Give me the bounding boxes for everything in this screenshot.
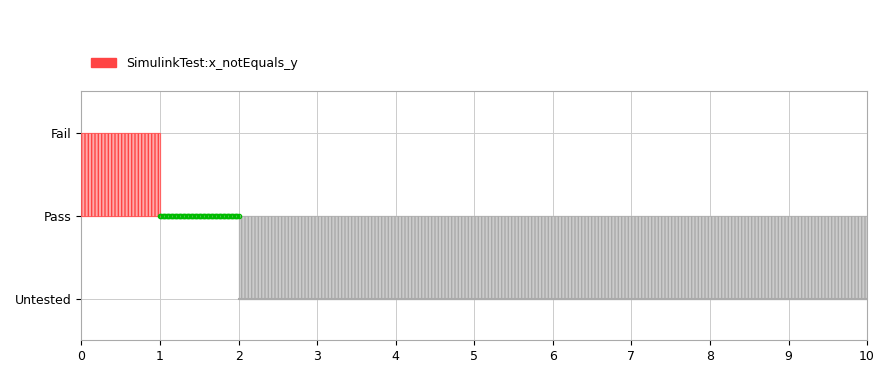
Legend: SimulinkTest:x_notEquals_y: SimulinkTest:x_notEquals_y	[88, 53, 302, 73]
